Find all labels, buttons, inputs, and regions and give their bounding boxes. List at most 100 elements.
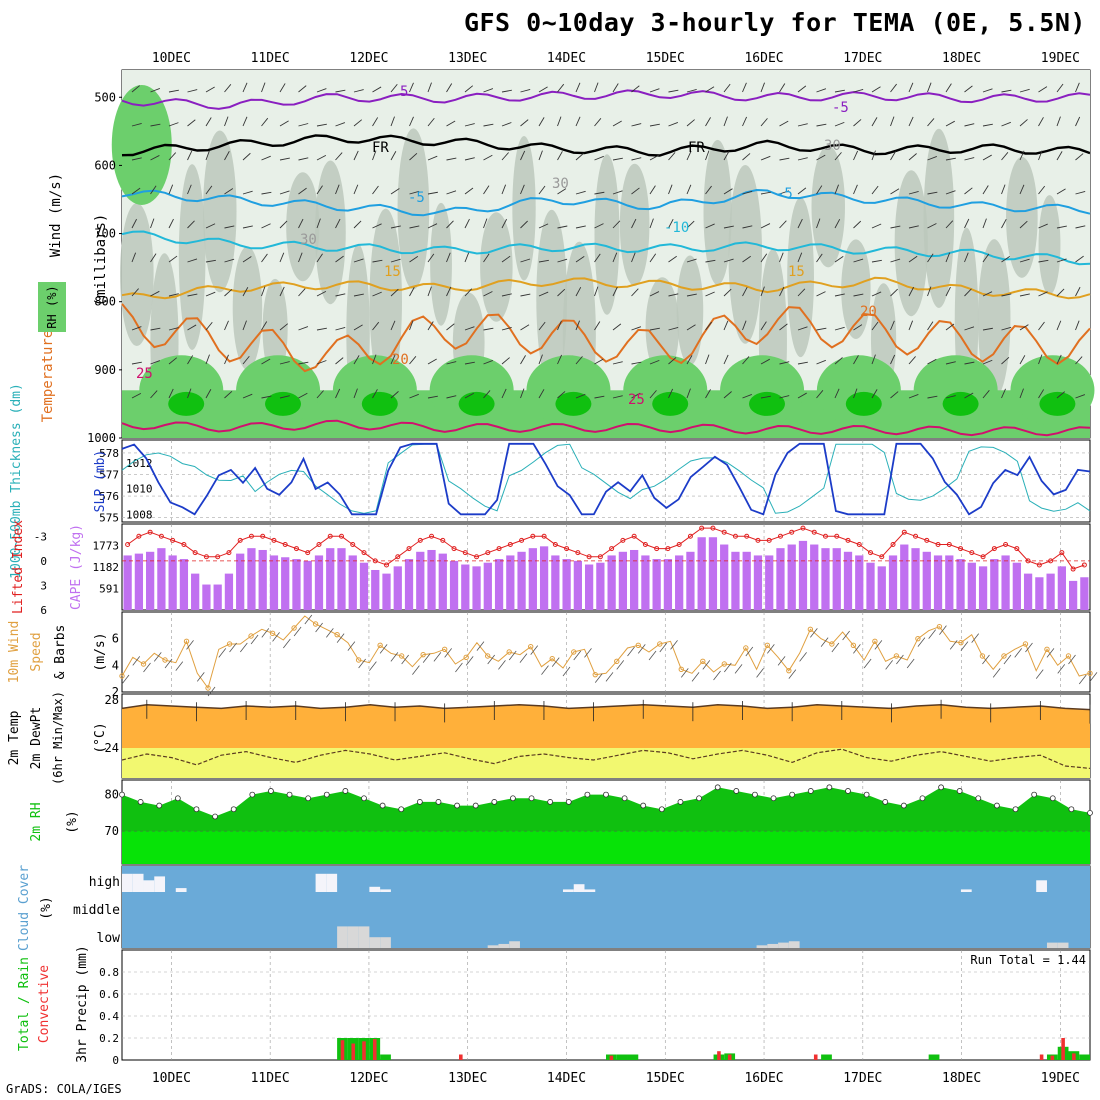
contour-label: 20: [392, 352, 409, 368]
wind-barb: [205, 259, 216, 263]
surface-wind-barb: [401, 654, 409, 665]
bottom-date-label: 19DEC: [1041, 1071, 1080, 1086]
lifted-index-point: [1048, 558, 1054, 564]
wind-barb: [224, 225, 235, 229]
wind-barb: [520, 220, 528, 229]
contour-label: 30: [824, 138, 841, 154]
cloud-bar-high: [143, 880, 155, 892]
wind-barb: [538, 321, 546, 331]
lifted-index-point: [822, 533, 828, 539]
wind-barb: [964, 392, 974, 399]
wind-barb: [742, 82, 747, 93]
wind-barb: [760, 82, 765, 93]
cape-bar: [787, 544, 796, 610]
wind-barb: [982, 88, 993, 93]
wind-barb: [1019, 220, 1028, 229]
wind-barb: [372, 86, 382, 93]
wind-speed-point: [915, 635, 921, 642]
cape-bar: [776, 548, 785, 610]
surface-wind-barb: [734, 664, 743, 674]
wind-barb: [520, 293, 531, 297]
lifted-index-point: [609, 546, 615, 552]
wind-barb: [982, 185, 989, 195]
surface-wind-barb: [196, 672, 205, 682]
wind-speed-point: [958, 639, 964, 646]
cape-bar: [292, 559, 301, 610]
surface-wind-barb: [777, 656, 786, 666]
surface-wind-barb: [455, 662, 463, 673]
wind-barb: [834, 255, 844, 263]
wind-barb: [686, 150, 692, 161]
slp-tick-label: 1008: [126, 508, 153, 521]
wind-barb: [686, 355, 693, 365]
lifted-tick-label: 6: [40, 604, 47, 617]
wind-barb: [760, 155, 771, 161]
wind-barb: [242, 320, 247, 331]
wind-barb: [982, 154, 992, 161]
wind-barb: [927, 358, 937, 365]
wind-barb: [261, 191, 272, 195]
cape-bar: [179, 559, 189, 610]
wind-barb: [797, 288, 806, 297]
lifted-index-point: [654, 546, 660, 552]
wind-barb: [168, 218, 174, 229]
surface-wind-barb: [723, 662, 732, 673]
rh-grey-cell: [203, 130, 237, 293]
cape-bar: [213, 584, 222, 610]
rh-dark-cell: [361, 391, 398, 416]
lifted-index-point: [721, 529, 727, 535]
cape-bar: [191, 573, 200, 610]
wind-barb: [1056, 188, 1066, 195]
wind-barb: [668, 326, 679, 331]
lifted-index-point: [575, 550, 581, 556]
surface-wind-barb: [1089, 672, 1098, 682]
wind-barb: [575, 320, 580, 331]
wind-barb: [705, 223, 715, 229]
wind-barb: [205, 223, 216, 229]
wind-barb: [409, 116, 414, 127]
wind-barb: [279, 286, 285, 297]
wind-barb: [372, 321, 380, 331]
lifted-index-point: [586, 554, 592, 560]
wind-barb: [816, 218, 821, 229]
wind-barb: [945, 252, 951, 263]
rh-point: [174, 795, 181, 802]
wind-barb: [816, 291, 826, 297]
cloud-bar-high: [154, 876, 166, 892]
rh-axis-label: RH (%): [45, 285, 59, 328]
cape-bar: [416, 551, 425, 610]
precip-convective-bar: [1050, 1055, 1055, 1060]
wind-barb: [501, 184, 507, 195]
dewpoint-fill: [122, 748, 1090, 778]
surface-wind-barb: [422, 653, 431, 663]
wind-barb: [890, 391, 899, 399]
rh-grey-cell: [262, 278, 288, 379]
wind-barb: [705, 259, 716, 263]
chart-title: GFS 0~10day 3-hourly for TEMA (0E, 5.5N): [463, 8, 1086, 37]
wind-barb: [797, 252, 803, 263]
rh-grey-cell: [619, 163, 650, 286]
wind-barb: [890, 258, 901, 263]
surface-wind-barb: [928, 629, 936, 639]
wind-barb: [927, 118, 935, 127]
wind-barb: [1038, 291, 1048, 297]
wind-barb: [594, 395, 605, 399]
rh-grey-cell: [369, 208, 402, 395]
rh-point: [1012, 806, 1019, 813]
wind-speed-point: [506, 649, 512, 655]
wind-barb: [594, 191, 605, 195]
wind-barb: [575, 153, 584, 161]
precip-convective-bar: [340, 1040, 345, 1060]
precip-axis-label: 3hr Precip (mm): [75, 945, 90, 1062]
wind-barb: [279, 395, 290, 399]
wind-barb: [520, 119, 529, 127]
lifted-index-point: [800, 525, 806, 531]
top-date-label: 11DEC: [251, 51, 290, 66]
surface-wind-barb: [164, 658, 173, 669]
wind-barb: [964, 85, 973, 93]
wind-barb: [890, 116, 895, 127]
rh-dark-cell: [458, 391, 495, 416]
slp-tick-label: 1010: [126, 483, 153, 496]
cape-bar: [596, 562, 605, 610]
temperature-contour: [121, 303, 1091, 373]
